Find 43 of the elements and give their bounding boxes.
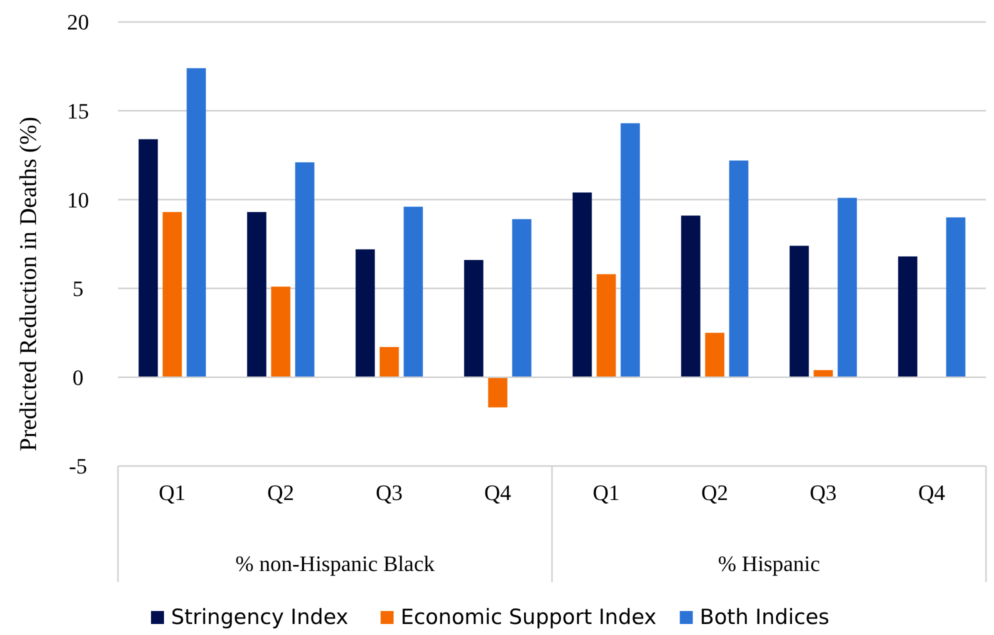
bar [705, 332, 724, 378]
y-tick-label: 10 [67, 187, 89, 212]
bar [790, 246, 809, 378]
x-tick-label: Q4 [918, 480, 946, 505]
bar [512, 219, 532, 378]
x-tick-label: Q1 [158, 480, 186, 505]
x-tick-label: Q2 [701, 480, 728, 505]
x-tick-label: Q3 [376, 480, 403, 505]
bar [814, 370, 833, 378]
bar [488, 377, 508, 408]
bar [596, 274, 616, 378]
bar [271, 286, 290, 378]
bar [247, 212, 266, 378]
bar [946, 217, 966, 378]
x-tick-label: Q3 [810, 480, 837, 505]
bar [898, 256, 918, 378]
text: % Hispanic [718, 551, 820, 576]
bar [681, 216, 700, 378]
bar [404, 206, 423, 378]
bar [729, 160, 748, 378]
y-tick-label: 15 [67, 98, 89, 124]
bar [838, 198, 857, 378]
x-tick-label: Q1 [592, 480, 620, 505]
y-tick-label: 20 [67, 10, 89, 35]
bar [620, 123, 640, 378]
x-tick-label: Q2 [267, 480, 294, 505]
bar [380, 347, 399, 378]
bar [356, 249, 375, 378]
legend-label: Both Indices [700, 605, 830, 629]
x-tick-label: Q4 [484, 480, 512, 505]
legend-label: Stringency Index [171, 605, 348, 629]
bar [572, 192, 592, 378]
bar [162, 212, 182, 378]
bar [138, 139, 158, 378]
text: % non-Hispanic Black [235, 551, 435, 576]
bar [186, 68, 206, 378]
bar [295, 162, 314, 378]
y-axis-title: Predicted Reduction in Deaths (%) [16, 116, 42, 452]
y-tick-label: 5 [72, 276, 84, 302]
y-tick-label: -5 [68, 454, 88, 479]
legend-label: Economic Support Index [400, 605, 656, 629]
y-tick-label: 0 [72, 364, 84, 390]
bar [464, 260, 484, 378]
